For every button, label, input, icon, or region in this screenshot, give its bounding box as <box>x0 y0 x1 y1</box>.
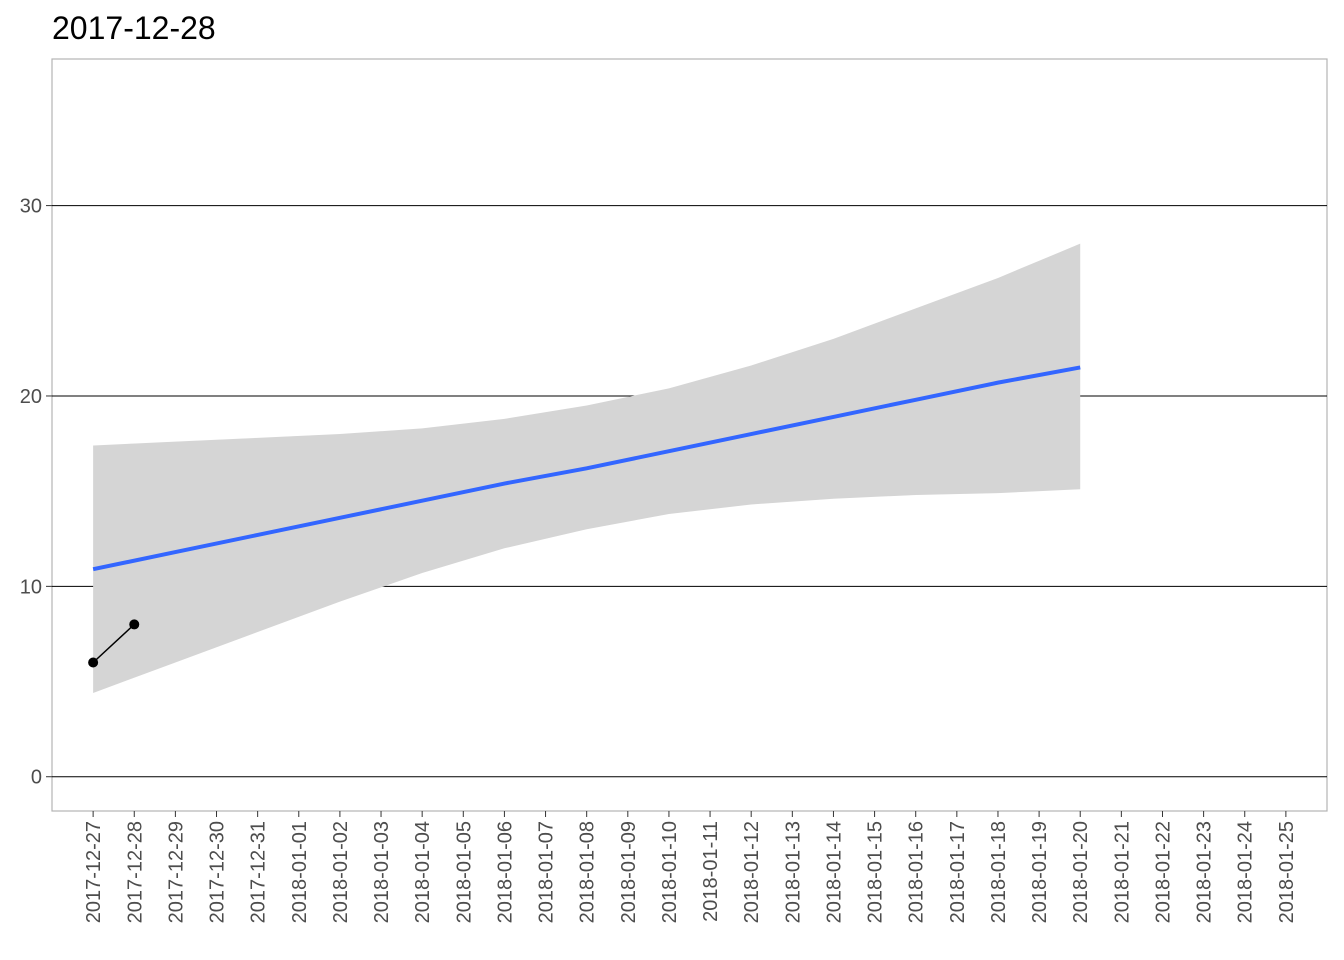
x-tick-label: 2018-01-17 <box>947 821 969 923</box>
x-tick-label: 2018-01-19 <box>1029 821 1051 923</box>
x-tick-label: 2018-01-10 <box>659 821 681 923</box>
x-tick-label: 2018-01-09 <box>618 821 640 923</box>
x-tick-label: 2018-01-12 <box>741 821 763 923</box>
x-tick-label: 2018-01-04 <box>412 821 434 923</box>
x-tick-label: 2017-12-31 <box>248 821 270 923</box>
x-tick-label: 2018-01-01 <box>289 821 311 923</box>
x-tick-label: 2017-12-29 <box>165 821 187 923</box>
x-tick-label: 2018-01-02 <box>330 821 352 923</box>
x-tick-label: 2018-01-21 <box>1111 821 1133 923</box>
x-tick-label: 2018-01-11 <box>700 821 722 922</box>
x-tick-label: 2018-01-05 <box>453 821 475 923</box>
x-tick-label: 2018-01-08 <box>577 821 599 923</box>
x-tick-label: 2018-01-14 <box>823 821 845 923</box>
x-tick-label: 2018-01-13 <box>782 821 804 923</box>
y-axis: 0 10 20 30 <box>20 196 52 789</box>
series-line <box>92 623 135 664</box>
y-tick-label: 20 <box>20 386 42 408</box>
x-tick-label: 2018-01-07 <box>536 821 558 923</box>
x-tick-label: 2017-12-30 <box>207 821 229 923</box>
x-tick-label: 2017-12-27 <box>83 821 105 923</box>
x-tick-label: 2018-01-06 <box>494 821 516 923</box>
x-tick-label: 2018-01-20 <box>1070 821 1092 923</box>
x-tick-label: 2017-12-28 <box>124 821 146 923</box>
x-tick-label: 2018-01-25 <box>1276 821 1298 923</box>
x-axis: 2017-12-27 2017-12-28 2017-12-29 2017-12-30… <box>83 811 1298 923</box>
data-series-group <box>88 619 140 668</box>
x-tick-label: 2018-01-18 <box>988 821 1010 923</box>
y-tick-label: 0 <box>31 767 42 789</box>
y-tick-label: 10 <box>20 576 42 598</box>
chart-title: 2017-12-28 <box>52 10 216 46</box>
x-tick-label: 2018-01-15 <box>865 821 887 923</box>
x-tick-label: 2018-01-23 <box>1194 821 1216 923</box>
x-tick-label: 2018-01-16 <box>906 821 928 923</box>
y-tick-label: 30 <box>20 196 42 218</box>
x-tick-label: 2018-01-03 <box>371 821 393 923</box>
x-tick-label: 2018-01-22 <box>1152 821 1174 923</box>
x-tick-label: 2018-01-24 <box>1235 821 1257 923</box>
trend-line-group <box>92 365 1081 572</box>
data-point <box>88 657 99 668</box>
trend-line <box>92 365 1081 572</box>
data-point <box>129 619 140 630</box>
